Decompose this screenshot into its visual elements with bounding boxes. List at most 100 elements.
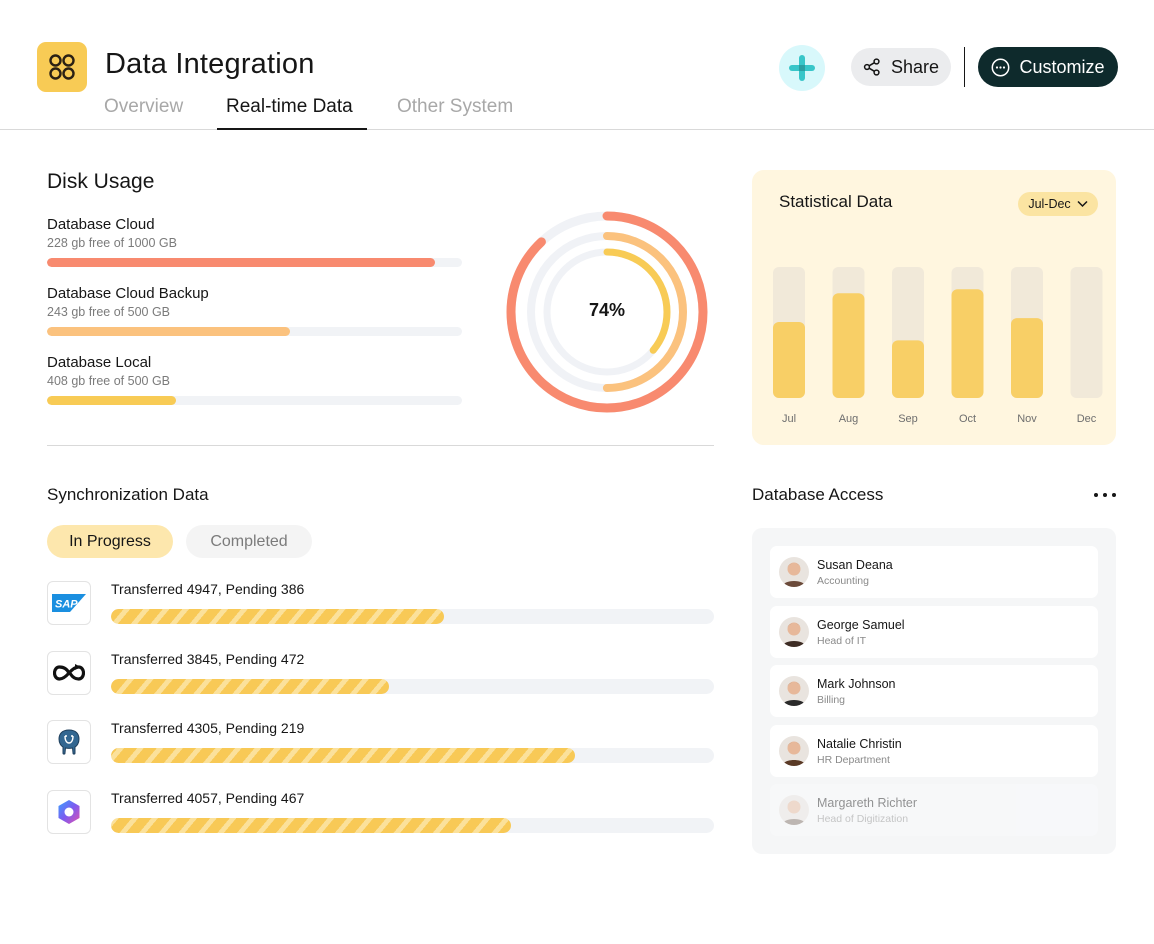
avatar	[779, 736, 809, 766]
database-access-panel: Susan Deana Accounting George Samuel Hea…	[752, 528, 1116, 854]
more-circle-icon	[992, 58, 1010, 76]
user-role: Head of IT	[817, 635, 867, 647]
disk-item-detail: 228 gb free of 1000 GB	[47, 236, 177, 250]
active-tab-indicator	[217, 128, 367, 130]
sync-source-logo	[47, 720, 91, 764]
user-role: Head of Digitization	[817, 813, 909, 825]
user-role: Accounting	[817, 575, 869, 587]
disk-bar-track	[47, 327, 462, 336]
x-tick-label: Nov	[1017, 413, 1037, 425]
sync-progress-fill	[111, 818, 511, 833]
sync-item-label: Transferred 4305, Pending 219	[111, 720, 305, 736]
sync-progress-track	[111, 609, 714, 624]
bar-oct	[951, 289, 984, 398]
avatar	[779, 676, 809, 706]
bar-jul	[773, 322, 805, 398]
sync-source-logo	[47, 790, 91, 834]
chevron-down-icon	[1077, 200, 1088, 208]
user-name: Mark Johnson	[817, 677, 896, 691]
plus-icon	[789, 55, 815, 81]
x-tick-label: Aug	[839, 413, 859, 425]
sync-progress-fill	[111, 748, 576, 763]
postgresql-elephant-icon	[58, 729, 80, 755]
bar-track	[1070, 267, 1103, 398]
avatar	[779, 557, 809, 587]
disk-bar-track	[47, 396, 462, 405]
x-tick-label: Dec	[1077, 413, 1097, 425]
user-name: George Samuel	[817, 618, 905, 632]
disk-item-name: Database Cloud Backup	[47, 285, 209, 302]
tab-real-time-data[interactable]: Real-time Data	[226, 96, 353, 117]
disk-usage-title: Disk Usage	[47, 170, 155, 193]
donut-ring-arc	[506, 211, 708, 413]
sync-source-logo: SAP	[47, 581, 91, 625]
x-tick-label: Sep	[898, 413, 918, 425]
customize-label: Customize	[1019, 56, 1105, 77]
tab-other-system[interactable]: Other System	[397, 96, 514, 117]
tab-bar: Overview Real-time Data Other System	[0, 90, 1154, 130]
grid-apps-icon	[49, 54, 75, 80]
access-user-row[interactable]: Susan Deana Accounting	[770, 546, 1098, 598]
sync-progress-track	[111, 818, 714, 833]
customize-button[interactable]: Customize	[978, 47, 1118, 87]
share-icon	[863, 58, 880, 76]
tab-overview[interactable]: Overview	[104, 96, 184, 117]
range-dropdown[interactable]: Jul-Dec	[1018, 192, 1098, 216]
disk-bar-fill	[47, 258, 436, 267]
sync-item-label: Transferred 4057, Pending 467	[111, 790, 305, 806]
donut-ring-arc	[527, 232, 687, 392]
access-user-row[interactable]: Mark Johnson Billing	[770, 665, 1098, 717]
sync-progress-fill	[111, 679, 389, 694]
tab-completed[interactable]: Completed	[186, 525, 312, 558]
svg-text:SAP: SAP	[55, 599, 78, 611]
disk-item-name: Database Local	[47, 354, 152, 371]
infinity-logo-icon	[53, 664, 85, 681]
access-user-row[interactable]: Natalie Christin HR Department	[770, 725, 1098, 777]
disk-item-detail: 408 gb free of 500 GB	[47, 374, 171, 388]
avatar	[779, 617, 809, 647]
bar-sep	[892, 340, 924, 398]
donut-percentage: 74%	[588, 300, 626, 320]
statistical-data-card: Statistical Data Jul-Dec Jul Aug Sep Oct Nov…	[752, 170, 1116, 445]
user-name: Susan Deana	[817, 558, 893, 572]
copilot-logo-icon	[58, 800, 80, 824]
bar-nov	[1011, 318, 1043, 398]
x-tick-label: Oct	[959, 413, 976, 425]
user-name: Natalie Christin	[817, 737, 902, 751]
page-title: Data Integration	[105, 48, 315, 80]
disk-bar-fill	[47, 396, 176, 405]
donut-ring-arc	[543, 248, 671, 376]
user-role: Billing	[817, 694, 846, 706]
sync-title: Synchronization Data	[47, 485, 209, 504]
add-button[interactable]	[779, 45, 825, 91]
disk-usage-donut-chart	[506, 211, 708, 413]
more-options-icon[interactable]	[1094, 488, 1116, 502]
disk-bar-fill	[47, 327, 290, 336]
share-button[interactable]: Share	[851, 48, 951, 86]
bar-aug	[832, 293, 865, 398]
tab-in-progress[interactable]: In Progress	[47, 525, 173, 558]
access-user-row[interactable]: Margareth Richter Head of Digitization	[770, 784, 1098, 836]
disk-bar-track	[47, 258, 462, 267]
user-name: Margareth Richter	[817, 796, 918, 810]
sync-progress-fill	[111, 609, 445, 624]
sync-progress-track	[111, 679, 714, 694]
section-divider	[47, 445, 714, 446]
statistical-bar-chart: Jul Aug Sep Oct Nov Dec	[773, 267, 1103, 425]
avatar	[779, 795, 809, 825]
sync-item-label: Transferred 3845, Pending 472	[111, 651, 305, 667]
statistical-data-title: Statistical Data	[779, 192, 893, 211]
disk-item-name: Database Cloud	[47, 216, 155, 233]
database-access-title: Database Access	[752, 485, 884, 504]
sync-progress-track	[111, 748, 714, 763]
sync-source-logo	[47, 651, 91, 695]
header-divider	[964, 47, 965, 87]
user-role: HR Department	[817, 754, 890, 766]
access-user-row[interactable]: George Samuel Head of IT	[770, 606, 1098, 658]
app-icon	[37, 42, 87, 92]
x-tick-label: Jul	[782, 413, 796, 425]
sap-logo-icon: SAP	[52, 594, 86, 612]
share-label: Share	[890, 56, 940, 77]
disk-item-detail: 243 gb free of 500 GB	[47, 305, 171, 319]
range-label: Jul-Dec	[1028, 197, 1071, 211]
